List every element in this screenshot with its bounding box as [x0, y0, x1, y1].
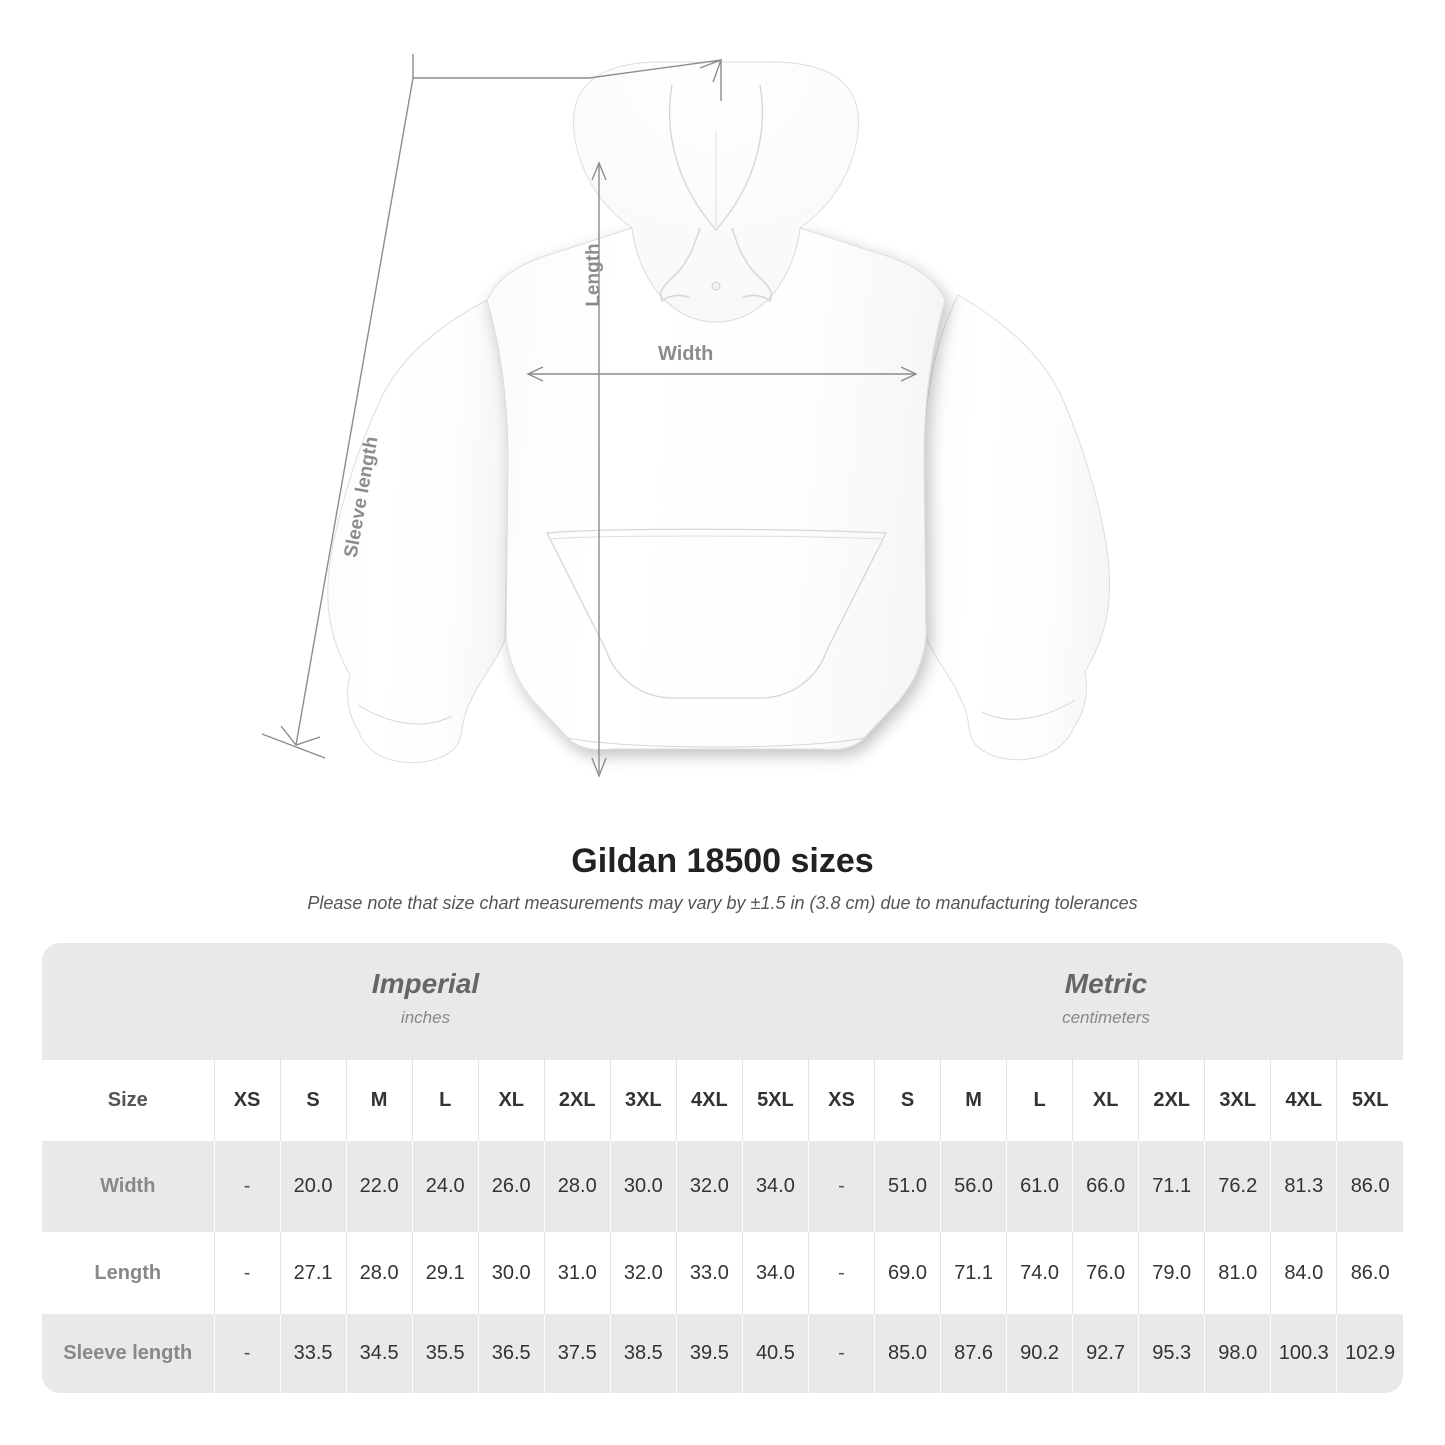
svg-text:Width: Width	[658, 343, 713, 365]
svg-text:Length: Length	[583, 243, 604, 306]
